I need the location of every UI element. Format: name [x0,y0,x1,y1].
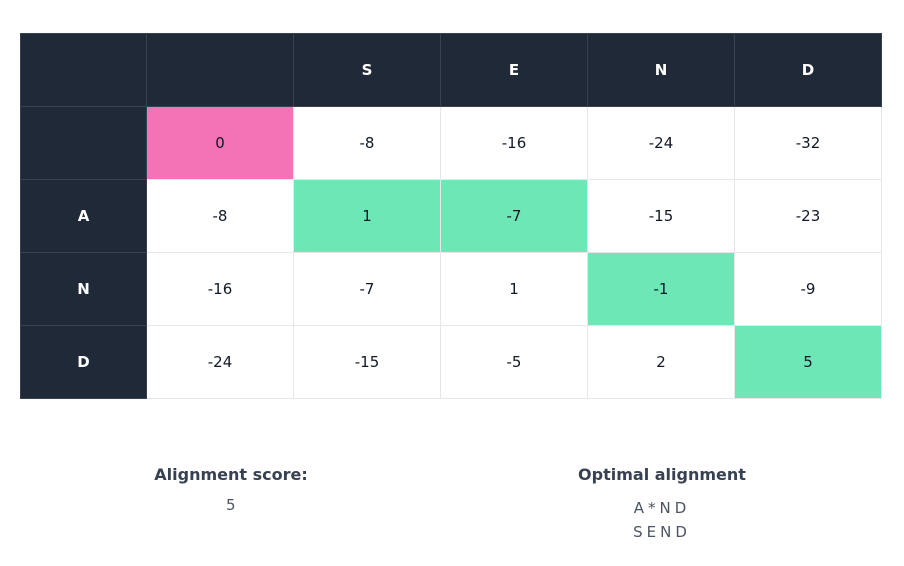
matrix-cell: -24 [146,325,294,399]
alignment-line-top: A*ND [633,499,691,517]
optimal-alignment-panel: Optimal alignment A*ND SEND [574,465,750,544]
matrix-cell: 1 [440,252,588,326]
matrix-cell-path: 5 [734,325,882,399]
matrix-cell: -8 [146,179,294,253]
matrix-cell: -16 [146,252,294,326]
matrix-cell: -32 [734,106,882,180]
matrix-cell: 0 [146,106,294,180]
alignment-line-bottom: SEND [633,523,691,541]
col-header-s: S [293,33,441,107]
matrix-cell: -15 [293,325,441,399]
matrix-row: 0 -8 -16 -24 -32 [20,106,882,180]
matrix-cell: -9 [734,252,882,326]
matrix-row: A -8 1 -7 -15 -23 [20,179,882,253]
row-header-a: A [20,179,147,253]
matrix-cell: -7 [293,252,441,326]
matrix-row: N -16 -7 1 -1 -9 [20,252,882,326]
matrix-cell-path: 1 [293,179,441,253]
header-row: S E N D [20,33,882,107]
matrix-cell: -5 [440,325,588,399]
matrix-cell: -15 [587,179,735,253]
matrix-cell: -16 [440,106,588,180]
col-header-gap [146,33,294,107]
col-header-n: N [587,33,735,107]
matrix-cell: -23 [734,179,882,253]
row-header-n: N [20,252,147,326]
matrix-cell-path: -1 [587,252,735,326]
matrix-table: S E N D 0 -8 -16 -24 -32 A -8 1 -7 -15 -… [20,33,882,399]
col-header-e: E [440,33,588,107]
optimal-alignment-title: Optimal alignment [578,465,746,484]
row-header-gap [20,106,147,180]
row-header-d: D [20,325,147,399]
scoring-matrix: S E N D 0 -8 -16 -24 -32 A -8 1 -7 -15 -… [20,33,882,399]
matrix-cell-path: -7 [440,179,588,253]
alignment-score-panel: Alignment score: 5 [150,465,312,514]
corner-cell [20,33,147,107]
matrix-row: D -24 -15 -5 2 5 [20,325,882,399]
matrix-cell: -8 [293,106,441,180]
matrix-cell: 2 [587,325,735,399]
alignment-score-value: 5 [225,496,237,514]
matrix-cell: -24 [587,106,735,180]
alignment-score-title: Alignment score: [154,465,308,484]
col-header-d: D [734,33,882,107]
